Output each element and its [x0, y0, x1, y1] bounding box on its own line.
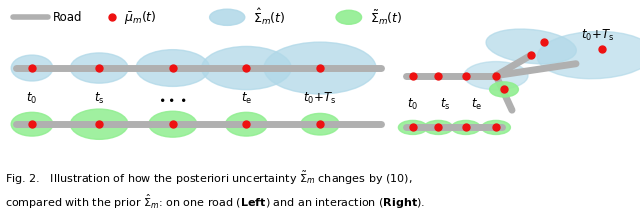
Text: $\hat{\Sigma}_m(t)$: $\hat{\Sigma}_m(t)$ — [253, 7, 285, 27]
Text: $t_0\!+\!T_\mathrm{s}$: $t_0\!+\!T_\mathrm{s}$ — [303, 91, 337, 106]
Text: $t_0\!+\!T_\mathrm{s}$: $t_0\!+\!T_\mathrm{s}$ — [582, 28, 615, 43]
Ellipse shape — [537, 32, 640, 79]
Ellipse shape — [486, 29, 577, 64]
Ellipse shape — [452, 121, 480, 134]
Ellipse shape — [398, 121, 428, 134]
Ellipse shape — [11, 112, 52, 136]
Ellipse shape — [424, 121, 453, 134]
Text: $t_\mathrm{s}$: $t_\mathrm{s}$ — [94, 91, 104, 106]
Text: $t_\mathrm{e}$: $t_\mathrm{e}$ — [241, 91, 252, 106]
Ellipse shape — [202, 46, 291, 90]
Text: compared with the prior $\hat{\Sigma}_m$: on one road ($\mathbf{Left}$) and an i: compared with the prior $\hat{\Sigma}_m$… — [5, 193, 426, 211]
Text: Fig. 2.   Illustration of how the posteriori uncertainty $\tilde{\Sigma}_m$ chan: Fig. 2. Illustration of how the posterio… — [5, 170, 413, 187]
Ellipse shape — [482, 121, 511, 134]
Text: $t_0$: $t_0$ — [407, 97, 419, 112]
Text: $t_0$: $t_0$ — [26, 91, 38, 106]
Ellipse shape — [301, 113, 339, 135]
Ellipse shape — [149, 111, 197, 137]
Ellipse shape — [464, 62, 528, 90]
Ellipse shape — [70, 53, 128, 83]
Ellipse shape — [490, 82, 518, 97]
Text: $\bullet\bullet\bullet$: $\bullet\bullet\bullet$ — [158, 92, 188, 105]
Ellipse shape — [336, 10, 362, 24]
Ellipse shape — [226, 112, 268, 136]
Ellipse shape — [264, 42, 376, 94]
Text: $\tilde{\Sigma}_m(t)$: $\tilde{\Sigma}_m(t)$ — [370, 8, 403, 27]
Text: $t_\mathrm{s}$: $t_\mathrm{s}$ — [440, 97, 450, 112]
Text: $t_\mathrm{e}$: $t_\mathrm{e}$ — [471, 97, 483, 112]
Ellipse shape — [136, 50, 210, 86]
Ellipse shape — [70, 109, 128, 139]
Text: Road: Road — [52, 11, 82, 24]
Ellipse shape — [210, 9, 244, 25]
Ellipse shape — [11, 55, 52, 81]
Text: $\bar{\mu}_m(t)$: $\bar{\mu}_m(t)$ — [124, 9, 156, 26]
